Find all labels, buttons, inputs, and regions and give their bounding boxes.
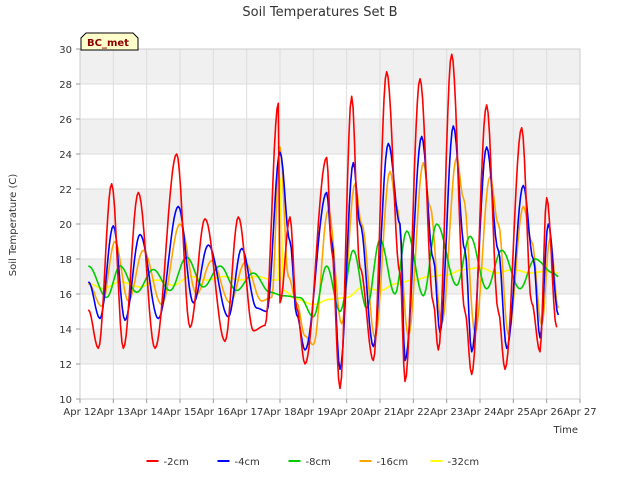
x-tick-label: Apr 18 — [263, 407, 296, 418]
x-tick-labels: Apr 12 Apr 13 Apr 14 Apr 15 Apr 16 Apr 17 Apr … — [63, 399, 597, 418]
chart-title: Soil Temperatures Set B — [242, 5, 397, 20]
x-tick-label: Apr 20 — [330, 407, 363, 418]
series-line-8cmcm — [88, 223, 559, 318]
x-tick-label: Apr 22 — [397, 407, 430, 418]
x-tick-label: Apr 21 — [363, 407, 396, 418]
y-tick-label: 30 — [59, 45, 72, 56]
legend-item: -8cm — [288, 457, 331, 468]
x-tick-label: Apr 27 — [563, 407, 596, 418]
y-tick-label: 28 — [59, 80, 72, 91]
x-tick-label: Apr 25 — [497, 407, 530, 418]
y-axis-title: Soil Temperature (C) — [8, 174, 19, 277]
y-tick-labels: 10 12 14 16 18 20 22 24 26 28 30 — [59, 45, 80, 406]
badge-box — [80, 32, 139, 51]
legend-label: -2cm — [164, 457, 189, 468]
x-tick-label: Apr 17 — [230, 407, 263, 418]
x-tick-label: Apr 16 — [197, 407, 230, 418]
x-tick-label: Apr 12 — [63, 407, 96, 418]
badge-label: BC_met — [87, 38, 129, 49]
y-tick-label: 10 — [59, 395, 72, 406]
legend-label: -16cm — [377, 457, 409, 468]
background-band — [80, 329, 580, 364]
legend-label: -4cm — [235, 457, 260, 468]
y-tick-label: 22 — [59, 185, 72, 196]
x-tick-label: Apr 15 — [163, 407, 196, 418]
legend-item: -2cm — [146, 457, 189, 468]
legend-item: -16cm — [359, 457, 409, 468]
y-tick-label: 18 — [59, 255, 72, 266]
legend-label: -8cm — [306, 457, 331, 468]
legend-item: -32cm — [430, 457, 480, 468]
y-tick-label: 16 — [59, 290, 72, 301]
station-badge: BC_met — [80, 32, 139, 51]
x-tick-label: Apr 14 — [130, 407, 163, 418]
y-tick-label: 20 — [59, 220, 72, 231]
series-layer — [87, 53, 560, 390]
y-tick-label: 12 — [59, 360, 72, 371]
x-tick-label: Apr 24 — [463, 407, 496, 418]
y-tick-label: 26 — [59, 115, 72, 126]
y-tick-label: 14 — [59, 325, 72, 336]
x-tick-label: Apr 23 — [430, 407, 463, 418]
x-axis-title: Time — [553, 425, 578, 436]
x-tick-label: Apr 26 — [530, 407, 563, 418]
x-tick-label: Apr 13 — [97, 407, 130, 418]
legend: -2cm -4cm -8cm -16cm -32cm — [146, 457, 480, 468]
series-line-16cmcm — [87, 146, 560, 346]
x-tick-label: Apr 19 — [297, 407, 330, 418]
y-tick-label: 24 — [59, 150, 72, 161]
background-band — [80, 49, 580, 84]
background-band — [80, 119, 580, 154]
legend-label: -32cm — [448, 457, 480, 468]
legend-item: -4cm — [217, 457, 260, 468]
series-line-2cmcm — [87, 53, 558, 390]
